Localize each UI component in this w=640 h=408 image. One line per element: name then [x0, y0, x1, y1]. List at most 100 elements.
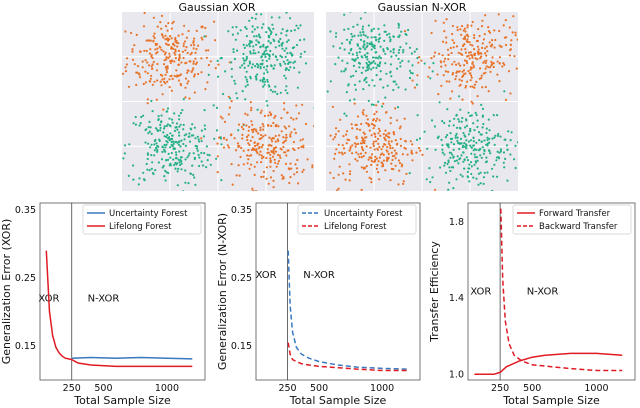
data-point-green — [439, 166, 442, 169]
data-point-green — [456, 136, 459, 139]
data-point-green — [367, 24, 370, 27]
data-point-green — [256, 73, 259, 76]
data-point-green — [204, 128, 207, 131]
data-point-orange — [216, 142, 219, 145]
data-point-orange — [510, 39, 513, 42]
data-point-green — [374, 62, 377, 65]
data-point-green — [463, 142, 466, 145]
data-point-orange — [390, 162, 393, 165]
data-point-orange — [458, 84, 461, 87]
data-point-orange — [348, 172, 352, 176]
data-point-orange — [387, 132, 390, 135]
data-point-orange — [251, 136, 254, 139]
data-point-orange — [289, 176, 292, 179]
data-point-orange — [360, 188, 363, 191]
data-point-green — [480, 133, 483, 136]
data-point-orange — [387, 152, 390, 156]
data-point-green — [382, 50, 385, 53]
data-point-green — [372, 66, 375, 69]
data-point-orange — [162, 63, 166, 66]
data-point-orange — [469, 51, 472, 54]
data-point-orange — [262, 170, 266, 174]
data-point-orange — [482, 38, 485, 41]
data-point-orange — [461, 70, 464, 73]
data-point-green — [274, 46, 277, 49]
data-point-green — [498, 151, 501, 154]
data-point-orange — [471, 61, 474, 64]
data-point-green — [385, 72, 388, 75]
data-point-orange — [337, 130, 340, 133]
data-point-orange — [186, 51, 189, 55]
data-point-orange — [456, 26, 459, 29]
data-point-orange — [385, 159, 389, 162]
data-point-orange — [360, 156, 363, 159]
data-point-orange — [164, 38, 167, 41]
data-point-green — [478, 139, 481, 142]
data-point-orange — [149, 48, 152, 51]
data-point-orange — [471, 54, 474, 57]
data-point-green — [249, 52, 252, 55]
data-point-green — [486, 136, 489, 139]
data-point-green — [258, 35, 261, 38]
data-point-orange — [280, 174, 283, 177]
data-point-orange — [441, 54, 444, 57]
data-point-orange — [334, 133, 337, 136]
data-point-orange — [382, 153, 385, 156]
data-point-orange — [230, 133, 233, 136]
data-point-green — [235, 92, 238, 95]
data-point-orange — [515, 67, 518, 70]
data-point-green — [334, 35, 338, 38]
data-point-green — [263, 83, 266, 86]
data-point-orange — [138, 76, 142, 79]
data-point-green — [465, 119, 468, 122]
data-point-orange — [470, 100, 473, 103]
data-point-green — [164, 169, 167, 172]
data-point-green — [433, 125, 436, 128]
data-point-orange — [228, 106, 231, 109]
data-point-orange — [247, 142, 250, 145]
data-point-green — [347, 27, 350, 30]
data-point-green — [467, 111, 470, 114]
data-point-orange — [174, 57, 177, 60]
data-point-orange — [141, 66, 144, 69]
data-point-green — [144, 141, 147, 144]
data-point-green — [485, 131, 488, 134]
data-point-orange — [252, 189, 255, 191]
data-point-green — [174, 151, 178, 154]
data-point-green — [173, 163, 176, 167]
data-point-orange — [142, 25, 146, 28]
data-point-orange — [168, 55, 171, 58]
data-point-orange — [197, 72, 200, 76]
data-point-orange — [162, 36, 165, 39]
data-point-orange — [464, 51, 467, 54]
data-point-green — [284, 62, 287, 65]
data-point-orange — [216, 171, 219, 174]
data-point-orange — [249, 101, 252, 104]
data-point-green — [321, 61, 323, 63]
data-point-green — [364, 1, 366, 3]
data-point-green — [480, 140, 483, 143]
data-point-orange — [200, 137, 203, 140]
data-point-green — [452, 148, 455, 151]
data-point-green — [379, 56, 382, 60]
data-point-green — [252, 52, 255, 55]
data-point-green — [355, 51, 359, 54]
data-point-green — [487, 149, 491, 152]
data-point-green — [475, 148, 478, 151]
data-point-orange — [463, 27, 466, 30]
data-point-orange — [214, 67, 217, 70]
data-point-orange — [146, 102, 149, 105]
data-point-green — [248, 45, 251, 48]
data-point-green — [462, 144, 465, 147]
data-point-green — [397, 26, 400, 29]
data-point-orange — [415, 151, 418, 154]
data-point-orange — [389, 122, 392, 125]
data-point-green — [474, 160, 477, 163]
data-point-orange — [468, 57, 471, 60]
data-point-green — [178, 118, 181, 121]
data-point-orange — [193, 73, 196, 76]
data-point-orange — [131, 50, 134, 53]
data-point-green — [348, 7, 350, 9]
data-point-orange — [149, 80, 152, 83]
data-point-green — [492, 114, 495, 117]
